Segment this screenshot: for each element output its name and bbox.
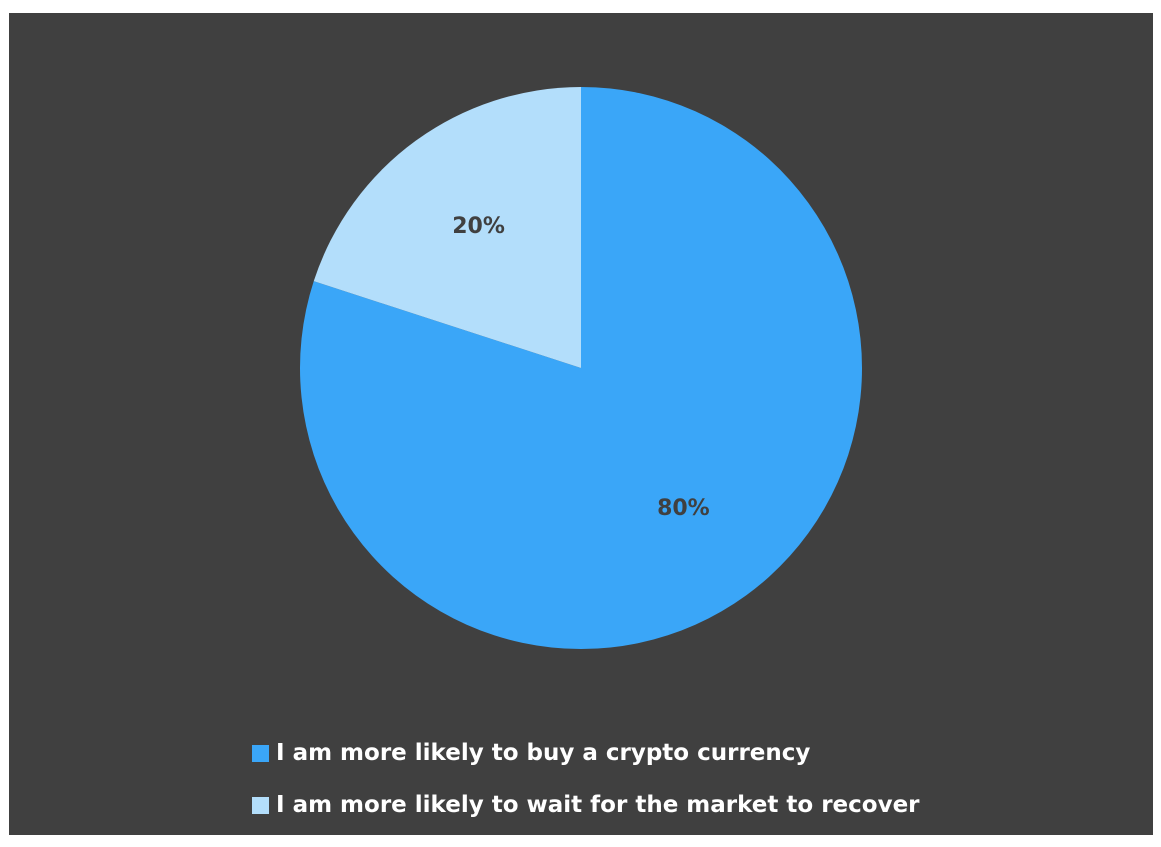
- pie-chart: 80% 20%: [299, 87, 863, 649]
- legend-swatch-1: [252, 744, 269, 762]
- legend-swatch-2: [252, 796, 269, 814]
- legend: I am more likely to buy a crypto currenc…: [252, 727, 920, 831]
- pie-slice-2: [313, 87, 581, 368]
- slice-data-label-2: 20%: [452, 214, 505, 239]
- legend-label-2: I am more likely to wait for the market …: [276, 792, 920, 818]
- legend-label-1: I am more likely to buy a crypto currenc…: [276, 740, 811, 766]
- chart-area: 80% 20% I am more likely to buy a crypto …: [9, 13, 1153, 835]
- legend-item-1: I am more likely to buy a crypto currenc…: [252, 727, 920, 779]
- legend-item-2: I am more likely to wait for the market …: [252, 779, 920, 831]
- slice-data-label-1: 80%: [657, 496, 710, 521]
